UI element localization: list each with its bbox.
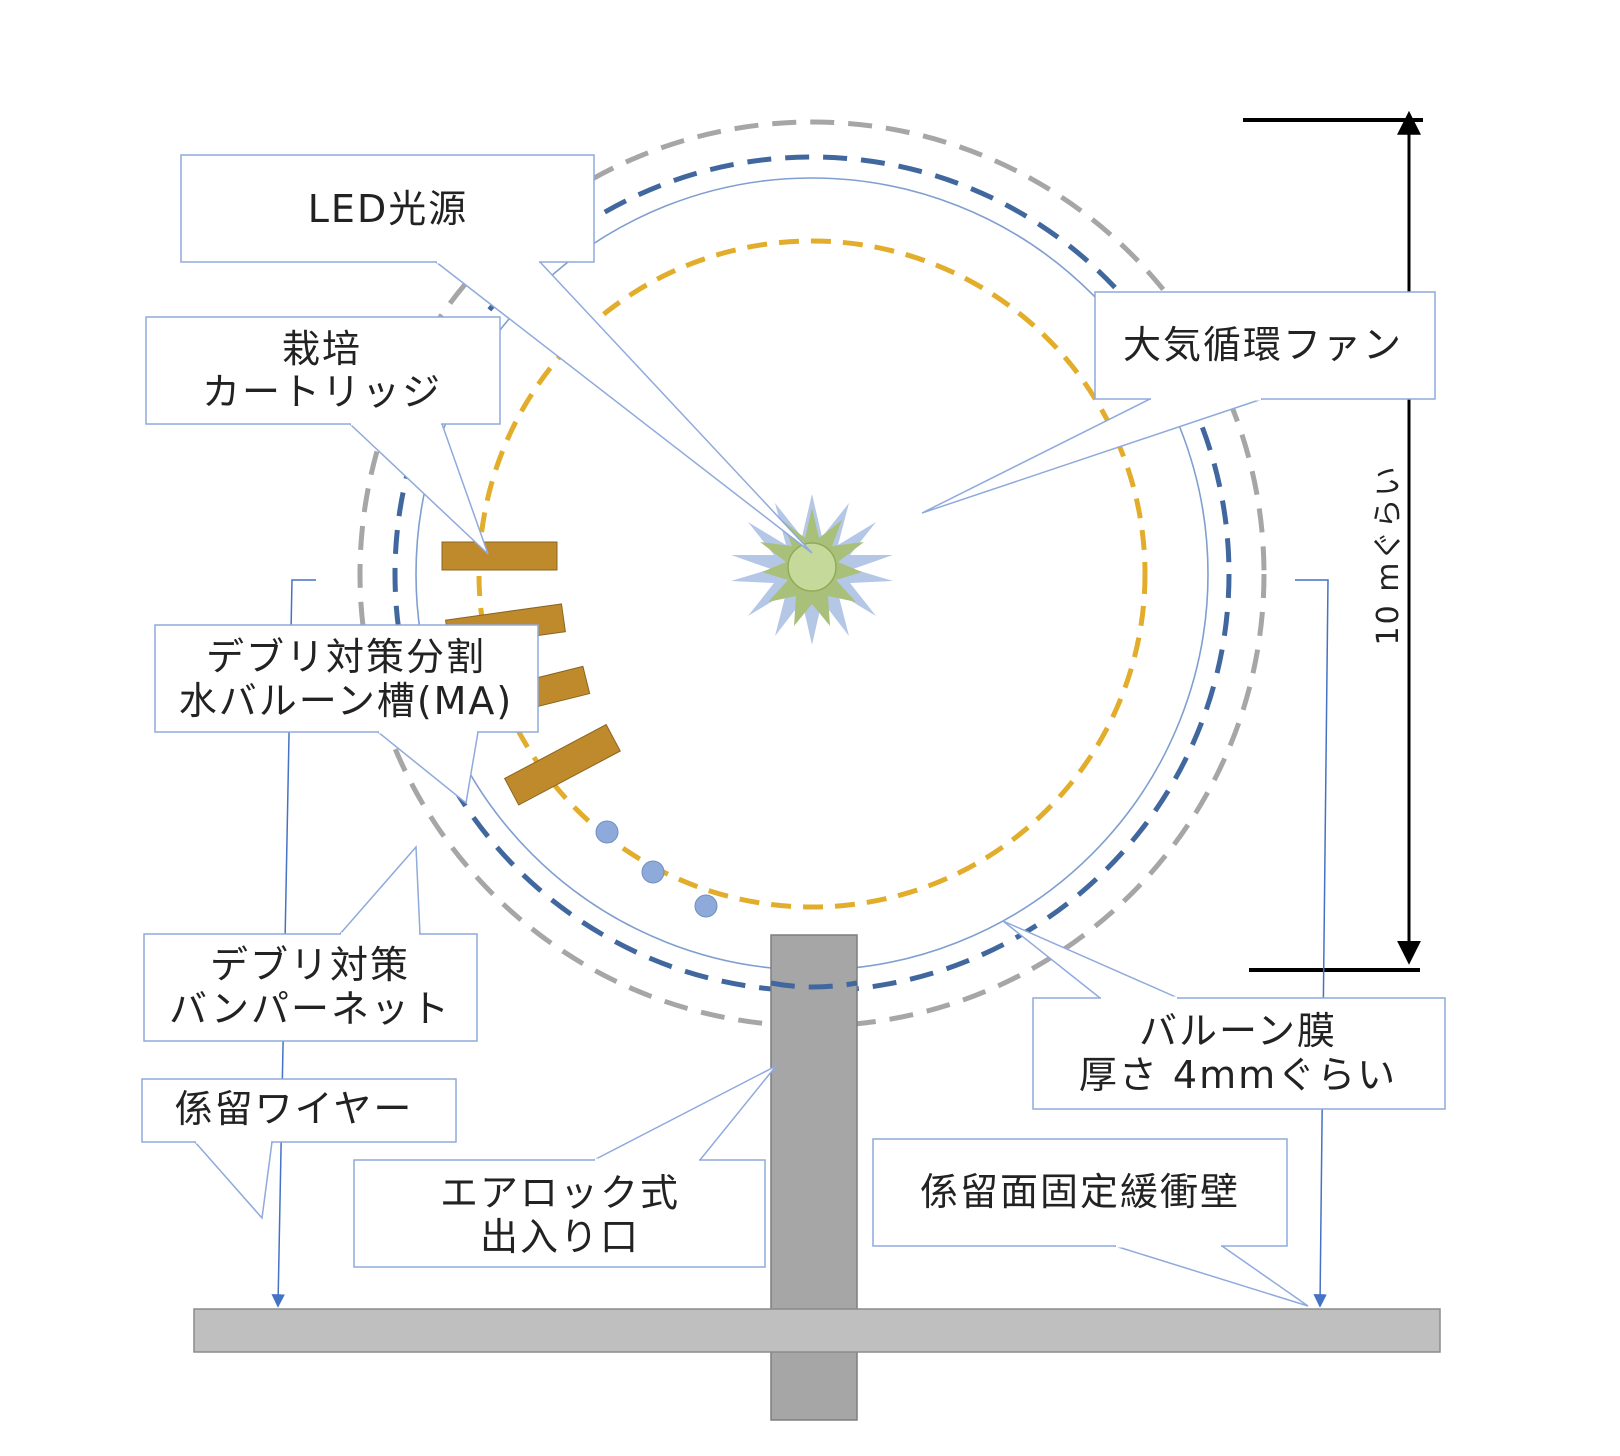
cartridge-1	[441, 541, 558, 571]
mooring-base-plate	[193, 1308, 1441, 1353]
cartridge-label-line1: 栽培	[282, 327, 362, 371]
callout-bumper-net: デブリ対策 バンパーネット	[143, 845, 478, 1042]
callout-mooring-wire: 係留ワイヤー	[141, 1078, 457, 1220]
airlock-label-line2: 出入り口	[480, 1215, 640, 1259]
outer-bumper-ring	[357, 119, 1267, 1029]
dimension-label: 10 mぐらい	[1371, 465, 1406, 646]
wall-label: 係留面固定緩衝壁	[920, 1170, 1240, 1214]
led-label: LED光源	[308, 187, 468, 231]
bumper-label-line2: バンパーネット	[169, 987, 451, 1031]
wall-leader	[1295, 579, 1329, 1308]
callout-led: LED光源	[180, 154, 813, 554]
fan-label: 大気循環ファン	[1123, 323, 1403, 367]
callout-buffer-wall: 係留面固定緩衝壁	[872, 1138, 1309, 1307]
water-balloons	[595, 820, 718, 918]
sun-burst-icon	[731, 494, 893, 645]
membrane-label-line2: 厚さ 4mmぐらい	[1079, 1053, 1397, 1097]
balloon-ring-over-airlock	[770, 980, 858, 990]
dimension-indicator: 10 mぐらい	[1243, 110, 1423, 972]
callout-cartridge: 栽培 カートリッジ	[145, 316, 501, 555]
water-label-line2: 水バルーン槽(MA)	[179, 679, 514, 723]
water-label-line1: デブリ対策分割	[206, 635, 486, 679]
wire-leader	[271, 579, 316, 1308]
callout-balloon-membrane: バルーン膜 厚さ 4mmぐらい	[1002, 920, 1446, 1110]
wire-label: 係留ワイヤー	[175, 1087, 414, 1131]
cartridge-4	[503, 723, 621, 806]
callout-fan: 大気循環ファン	[921, 291, 1436, 514]
callout-water-balloon-tank: デブリ対策分割 水バルーン槽(MA)	[154, 624, 539, 805]
circle-dot-icon	[641, 860, 665, 884]
airlock-label-line1: エアロック式	[440, 1171, 680, 1215]
circle-dot-icon	[694, 894, 718, 918]
membrane-label-line1: バルーン膜	[1139, 1009, 1337, 1053]
circle-dot-icon	[595, 820, 619, 844]
bumper-label-line1: デブリ対策	[210, 943, 410, 987]
cartridge-label-line2: カートリッジ	[202, 370, 442, 414]
inner-growing-ring	[476, 238, 1148, 910]
callout-airlock: エアロック式 出入り口	[353, 1065, 777, 1268]
